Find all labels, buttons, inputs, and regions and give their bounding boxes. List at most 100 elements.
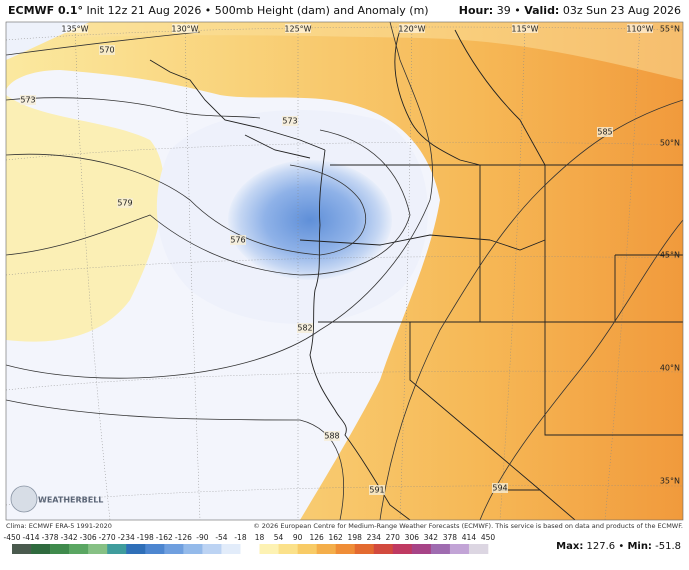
colorbar-swatch xyxy=(335,544,356,554)
colorbar-swatch xyxy=(202,544,222,554)
colorbar-label: -54 xyxy=(215,533,227,542)
colorbar-swatch xyxy=(297,544,317,554)
contour-label: 594 xyxy=(492,484,507,493)
colorbar-label: -378 xyxy=(42,533,59,542)
contour-label: 582 xyxy=(297,324,312,333)
colorbar-label: -450 xyxy=(3,533,20,542)
colorbar-swatch xyxy=(107,544,127,554)
header-left: ECMWF 0.1° Init 12z 21 Aug 2026 • 500mb … xyxy=(8,4,429,17)
colorbar-swatch xyxy=(354,544,375,554)
max: 127.6 xyxy=(587,541,616,552)
coord-bg xyxy=(62,24,88,33)
info: Init 12z 21 Aug 2026 • 500mb Height (dam… xyxy=(87,4,429,17)
coord-bg xyxy=(285,24,311,33)
longitude-label: 135°W xyxy=(61,25,88,34)
colorbar-label: 126 xyxy=(309,533,324,542)
colorbar-swatch xyxy=(126,544,146,554)
coord-bg xyxy=(512,24,538,33)
warm-anomaly-west xyxy=(6,95,164,342)
coord-bg xyxy=(399,24,425,33)
latitude-label: 45°N xyxy=(660,251,680,260)
coord-bg xyxy=(172,24,198,33)
climo-note: Clima: ECMWF ERA-5 1991-2020 xyxy=(6,522,112,530)
logo-globe xyxy=(10,485,38,513)
colorbar-swatch xyxy=(69,544,89,554)
colorbar-label: -270 xyxy=(99,533,116,542)
warm-anomaly-north xyxy=(6,22,683,80)
colorbar-label: 306 xyxy=(405,533,420,542)
colorbar-swatch xyxy=(468,544,489,554)
cool-corner xyxy=(6,22,90,60)
colorbar-label: 450 xyxy=(481,533,496,542)
longitude-label: 120°W xyxy=(398,25,425,34)
colorbar-swatch xyxy=(373,544,394,554)
colorbar-swatch xyxy=(316,544,336,554)
colorbar-swatch xyxy=(411,544,432,554)
contour-label: 588 xyxy=(324,432,339,441)
longitude-label: 130°W xyxy=(171,25,198,34)
hour: 39 • xyxy=(497,4,521,17)
colorbar-label: -162 xyxy=(156,533,173,542)
colorbar-swatch xyxy=(31,544,51,554)
min-label: Min: xyxy=(627,541,652,552)
colorbar-label: 414 xyxy=(462,533,477,542)
colorbar-swatch xyxy=(449,544,470,554)
colorbar-label: -414 xyxy=(23,533,40,542)
contour-label-bg xyxy=(492,483,508,493)
model: ECMWF 0.1° xyxy=(8,4,83,17)
colorbar-swatch xyxy=(164,544,184,554)
colorbar-label: 342 xyxy=(424,533,439,542)
colorbar-label: -126 xyxy=(175,533,192,542)
colorbar-label: -342 xyxy=(61,533,78,542)
stats: Max: 127.6 • Min: -51.8 xyxy=(556,541,681,552)
stats-separator: • xyxy=(618,541,624,552)
contour-label: 573 xyxy=(20,96,35,105)
colorbar-swatch xyxy=(88,544,108,554)
colorbar-label: -234 xyxy=(118,533,135,542)
coord-bg xyxy=(627,24,653,33)
colorbar-label: 18 xyxy=(255,533,265,542)
colorbar-label: -198 xyxy=(137,533,154,542)
latitude-label: 50°N xyxy=(660,139,680,148)
contour-label: 576 xyxy=(230,236,245,245)
latitude-label: 55°N xyxy=(660,25,680,34)
header: ECMWF 0.1° Init 12z 21 Aug 2026 • 500mb … xyxy=(8,4,681,17)
colorbar-swatch xyxy=(12,544,32,554)
colorbar-swatch xyxy=(392,544,413,554)
contour-label-bg xyxy=(369,485,385,495)
copyright: © 2026 European Centre for Medium-Range … xyxy=(253,522,683,530)
latitude-label: 35°N xyxy=(660,477,680,486)
contour-label: 570 xyxy=(99,46,114,55)
colorbar-label: -90 xyxy=(196,533,208,542)
contour-label-bg xyxy=(282,116,298,126)
contour-label: 585 xyxy=(597,128,612,137)
logo-text: WEATHERBELL xyxy=(38,496,103,505)
colorbar: -450 -414 -378 -342 -306 -270 -234 -198 -162 -126… xyxy=(3,533,495,554)
contour-label: 573 xyxy=(282,117,297,126)
colorbar-swatch xyxy=(221,544,241,554)
contours xyxy=(6,22,683,520)
contour-label-bg xyxy=(20,95,36,105)
contour-label-bg xyxy=(99,45,115,55)
colorbar-label: 54 xyxy=(274,533,284,542)
coordinate-labels: 135°W 130°W 125°W 120°W 115°W 110°W 55°N 50°N 45… xyxy=(61,24,680,486)
max-label: Max: xyxy=(556,541,583,552)
borders xyxy=(149,29,683,520)
colorbar-swatch xyxy=(430,544,451,554)
colorbar-swatch xyxy=(278,544,298,554)
contour-label-bg xyxy=(324,431,340,441)
contour-labels: 570 573 573 579 576 582 585 588 591 594 xyxy=(20,45,613,495)
cold-anomaly xyxy=(228,160,392,280)
colorbar-label: 270 xyxy=(386,533,401,542)
hour-label: Hour: xyxy=(459,4,493,17)
longitude-label: 110°W xyxy=(626,25,653,34)
colorbar-label: 234 xyxy=(367,533,382,542)
logo: WEATHERBELL xyxy=(10,485,103,513)
valid-label: Valid: xyxy=(524,4,559,17)
colorbar-swatch xyxy=(240,544,260,554)
colorbar-label: 90 xyxy=(293,533,303,542)
latitude-label: 40°N xyxy=(660,364,680,373)
contour-label-bg xyxy=(297,323,313,333)
colorbar-label: -306 xyxy=(80,533,97,542)
